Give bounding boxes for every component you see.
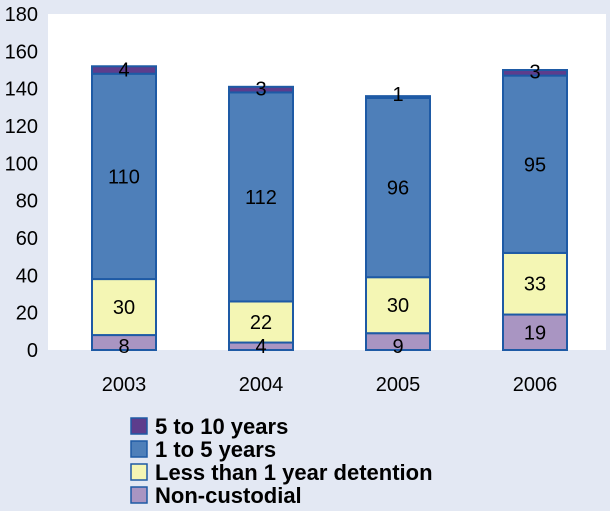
x-tick-label: 2006 — [513, 374, 558, 396]
data-label: 95 — [524, 154, 546, 176]
y-tick-label: 0 — [27, 340, 38, 362]
legend-swatch — [130, 463, 148, 481]
data-label: 9 — [392, 336, 403, 358]
bar-segment — [502, 251, 568, 316]
y-tick-label: 100 — [5, 153, 38, 175]
y-tick-label: 60 — [16, 228, 38, 250]
data-label: 3 — [255, 78, 266, 100]
data-label: 1 — [392, 84, 403, 106]
data-label: 33 — [524, 274, 546, 296]
y-axis: 0 20 40 60 80 100 120 140 160 180 — [5, 4, 38, 362]
data-label: 4 — [118, 60, 129, 82]
data-label: 19 — [524, 322, 546, 344]
bar-segment — [365, 95, 431, 99]
data-label: 110 — [108, 166, 140, 188]
y-tick-label: 140 — [5, 79, 38, 101]
legend-swatch — [130, 417, 148, 435]
data-label: 3 — [529, 62, 540, 84]
data-label: 30 — [387, 295, 409, 317]
y-tick-label: 80 — [16, 191, 38, 213]
x-tick-label: 2005 — [376, 374, 421, 396]
bars — [91, 65, 568, 352]
bar-segment — [91, 72, 157, 281]
data-label: 112 — [245, 187, 277, 209]
bar-segment — [365, 97, 431, 279]
bar-segment — [365, 276, 431, 335]
data-label: 4 — [255, 336, 266, 358]
x-tick-label: 2003 — [102, 374, 147, 396]
x-tick-label: 2004 — [239, 374, 284, 396]
legend-label: 1 to 5 years — [155, 437, 276, 462]
legend-label: Less than 1 year detention — [155, 460, 433, 485]
x-axis: 2003 2004 2005 2006 — [102, 374, 558, 396]
bar-segment — [228, 85, 294, 94]
legend-label: 5 to 10 years — [155, 414, 288, 439]
bar-segment — [502, 74, 568, 254]
bar-segment — [502, 313, 568, 351]
legend-swatch — [130, 486, 148, 504]
y-tick-label: 120 — [5, 116, 38, 138]
y-tick-label: 180 — [5, 4, 38, 26]
data-label: 22 — [250, 312, 272, 334]
legend-swatch — [130, 440, 148, 458]
y-tick-label: 20 — [16, 303, 38, 325]
y-tick-label: 160 — [5, 41, 38, 63]
legend-label: Non-custodial — [155, 483, 302, 508]
data-label: 8 — [118, 336, 129, 358]
bar-segment — [502, 69, 568, 77]
y-tick-label: 40 — [16, 265, 38, 287]
bar-segment — [91, 65, 157, 75]
data-label: 30 — [113, 297, 135, 319]
data-label: 96 — [387, 178, 409, 200]
